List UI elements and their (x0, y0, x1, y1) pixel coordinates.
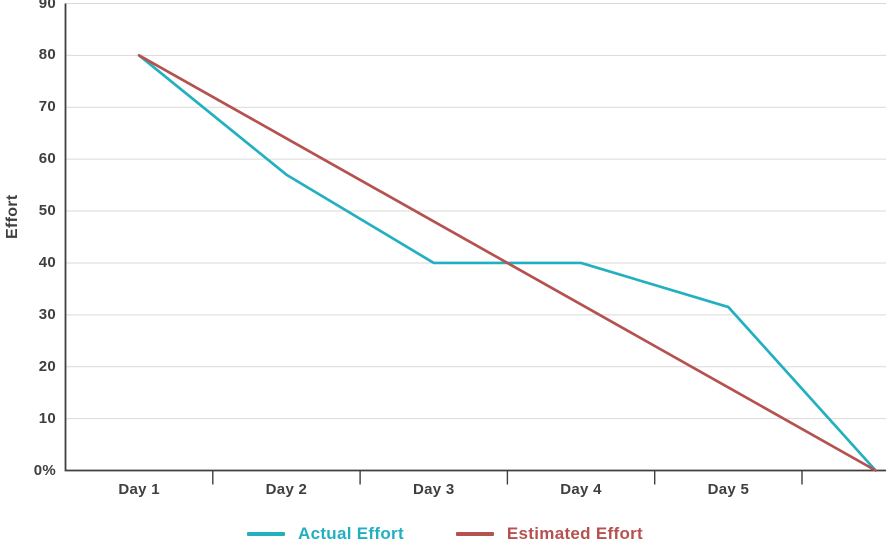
y-tick-label-40: 40 (38, 253, 56, 271)
y-tick-label-90: 90 (38, 0, 56, 12)
y-tick-label-60: 60 (38, 150, 56, 168)
series-line-estimated-effort (137, 54, 878, 472)
x-tick-label-4: Day 4 (560, 481, 602, 498)
y-tick-label-30: 30 (38, 305, 56, 323)
legend-item-actual-effort[interactable]: Actual Effort (247, 524, 404, 544)
x-tick-label-2: Day 2 (265, 481, 308, 498)
y-tick-label-50: 50 (38, 202, 56, 220)
legend: Actual Effort Estimated Effort (0, 524, 890, 544)
x-tick-label-5: Day 5 (707, 481, 750, 498)
y-tick-label-70: 70 (38, 98, 56, 116)
estimated-effort-line-swatch (455, 532, 494, 536)
y-tick-label-10: 10 (38, 409, 56, 427)
y-tick-label-0: 0% (33, 461, 56, 479)
y-tick-label-80: 80 (38, 46, 56, 64)
actual-effort-line-swatch (247, 532, 285, 536)
y-tick-label-20: 20 (38, 357, 56, 375)
legend-label-estimated-effort: Estimated Effort (506, 524, 643, 543)
legend-item-estimated-effort[interactable]: Estimated Effort (455, 524, 643, 544)
x-tick-label-1: Day 1 (118, 481, 160, 498)
legend-label-actual-effort: Actual Effort (298, 524, 404, 543)
axis-lines (64, 3, 886, 472)
x-tick-label-3: Day 3 (412, 481, 455, 498)
